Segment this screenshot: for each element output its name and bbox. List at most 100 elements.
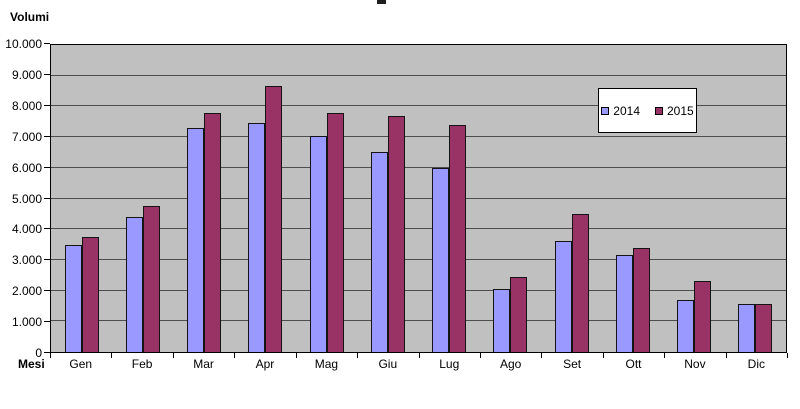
y-tick-label: 1.000 [11,315,42,330]
x-tick-label-lug: Lug [439,357,460,371]
y-axis-title: Volumi [10,10,50,24]
x-axis-labels: Gen Feb Mar Apr Mag Giu Lug Ago Set Ott Nov Dic [50,357,787,371]
y-tick-label: 7.000 [11,129,42,144]
bar-2015-mar [204,112,222,352]
bar-group-mar [174,45,235,352]
y-axis-labels: 0 1.000 2.000 3.000 4.000 5.000 6.000 7.000 8.00… [0,37,42,360]
gridline [51,320,786,322]
x-tick-mark [541,353,543,358]
bar-2015-feb [142,206,160,352]
x-tick-mark [295,353,297,358]
x-axis-title: Mesi [18,357,45,371]
x-tick-label-ott: Ott [625,357,642,371]
bar-2014-lug [432,167,450,352]
x-tick-mark [50,353,51,358]
y-tick-mark [44,259,50,261]
y-tick-mark [44,73,50,75]
bar-2014-giu [370,152,388,352]
y-tick-label: 3.000 [11,253,42,268]
bar-group-ago [480,45,541,352]
y-tick-mark [44,352,50,353]
bar-group-mag [296,45,357,352]
x-tick-mark [664,353,666,358]
x-tick-mark [602,353,604,358]
gridline [51,228,786,230]
y-tick-mark [44,321,50,323]
x-tick-label-mag: Mag [314,357,339,371]
gridline [51,166,786,168]
bar-2014-apr [248,123,266,352]
y-tick-mark [44,104,50,106]
y-tick-mark [44,43,50,44]
y-tick-label: 2.000 [11,284,42,299]
x-tick-mark [418,353,420,358]
legend-swatch-2015 [655,106,663,115]
bar-2015-dic [755,304,773,352]
x-tick-label-apr: Apr [255,357,275,371]
gridline [51,258,786,260]
y-tick-label: 4.000 [11,222,42,237]
legend-label-2014: 2014 [613,103,640,118]
legend: 2014 2015 [598,88,697,133]
x-tick-mark [787,353,788,358]
bar-group-feb [112,45,173,352]
gridline [51,74,786,76]
bar-2015-giu [387,115,405,352]
x-tick-mark [234,353,236,358]
bar-group-nov [664,45,725,352]
y-tick-mark [44,228,50,230]
x-tick-label-nov: Nov [684,357,706,371]
x-tick-mark [725,353,727,358]
bar-group-dic [725,45,786,352]
x-tick-label-ago: Ago [499,357,522,371]
bar-2014-feb [125,216,143,352]
x-axis-ticks [50,353,788,358]
y-tick-label: 6.000 [11,160,42,175]
x-tick-label-giu: Giu [378,357,398,371]
bar-group-giu [357,45,418,352]
legend-swatch-2014 [601,106,610,115]
gridline [51,289,786,291]
bar-group-apr [235,45,296,352]
legend-entry-2015: 2015 [655,104,694,118]
y-tick-label: 5.000 [11,191,42,206]
y-tick-label: 9.000 [11,67,42,82]
x-tick-mark [357,353,359,358]
legend-entry-2014: 2014 [601,104,640,118]
gridline [51,197,786,199]
x-tick-mark [479,353,481,358]
gridline [51,105,786,107]
bar-2015-ago [510,276,528,352]
x-tick-label-gen: Gen [69,357,93,371]
bar-2014-nov [677,299,695,352]
bar-2014-dic [738,304,756,352]
y-tick-mark [44,166,50,168]
y-tick-mark [44,290,50,292]
bar-2015-ott [632,247,650,352]
x-tick-mark [111,353,113,358]
legend-label-2015: 2015 [667,103,694,118]
bar-2015-gen [81,236,99,352]
bar-group-gen [51,45,112,352]
cropped-title-fragment [377,0,386,4]
bar-2015-lug [449,124,467,352]
bar-group-ott [602,45,663,352]
y-tick-label: 8.000 [11,98,42,113]
bar-2014-ott [615,255,633,352]
y-tick-label: 0 [35,346,42,360]
x-tick-mark [172,353,174,358]
bar-2015-mag [326,112,344,352]
x-tick-label-mar: Mar [193,357,214,371]
bar-2014-ago [493,289,511,352]
bar-2014-mag [309,135,327,352]
bar-group-set [541,45,602,352]
x-tick-label-feb: Feb [131,357,153,371]
y-tick-mark [44,197,50,199]
bar-2015-nov [694,281,712,352]
bar-2015-set [571,213,589,352]
bar-2014-mar [187,127,205,352]
gridline [51,136,786,138]
y-tick-label: 10.000 [5,37,42,51]
x-tick-label-set: Set [563,357,582,371]
